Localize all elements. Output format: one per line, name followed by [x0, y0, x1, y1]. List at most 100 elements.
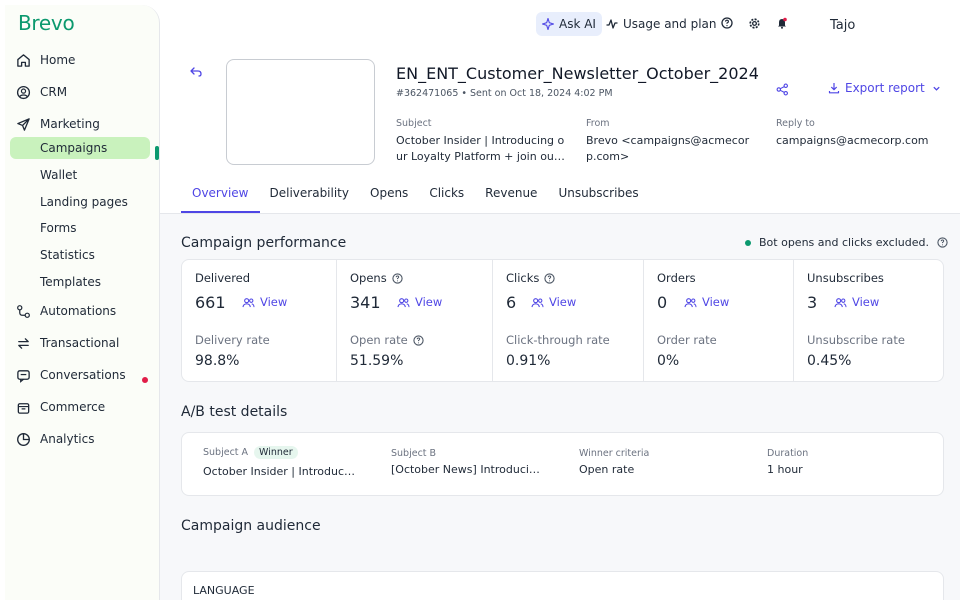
winner-badge: Winner — [254, 446, 298, 459]
sidebar-item-transactional[interactable]: Transactional — [15, 332, 119, 354]
metric-value: 3 — [807, 293, 818, 312]
rate-label: Open rate — [350, 333, 424, 347]
campaign-performance-title: Campaign performance — [181, 235, 347, 251]
home-icon — [15, 52, 31, 68]
sidebar-item-label: Analytics — [40, 432, 95, 446]
sidebar-item-conversations[interactable]: Conversations — [15, 364, 126, 386]
sidebar-item-label: CRM — [40, 85, 68, 99]
sidebar-subitem-statistics[interactable]: Statistics — [10, 244, 150, 266]
sidebar-item-automations[interactable]: Automations — [15, 300, 116, 322]
subject-a-label: Subject A Winner — [203, 446, 298, 459]
back-arrow-icon[interactable] — [189, 64, 205, 80]
subject-label: Subject — [396, 118, 432, 129]
subject-a-label-text: Subject A — [203, 447, 249, 458]
sidebar-subitem-forms[interactable]: Forms — [10, 217, 150, 239]
users-icon — [531, 297, 544, 308]
view-unsubscribes-button[interactable]: View — [834, 295, 879, 309]
sidebar-subitem-landing-pages[interactable]: Landing pages — [10, 191, 150, 213]
chat-icon — [15, 367, 31, 383]
view-label: View — [852, 295, 880, 309]
view-label: View — [260, 295, 288, 309]
metric-unsubscribes: Unsubscribes 3 View Unsubscribe rate 0.4… — [794, 260, 943, 381]
metric-label: Unsubscribes — [807, 271, 884, 285]
tab-deliverability[interactable]: Deliverability — [269, 186, 350, 200]
sparkle-icon — [542, 18, 554, 30]
metric-delivered: Delivered 661 View Delivery rate 98.8% — [182, 260, 337, 381]
metric-label: Orders — [657, 271, 696, 285]
tab-opens[interactable]: Opens — [370, 186, 409, 200]
sidebar-item-analytics[interactable]: Analytics — [15, 428, 95, 450]
metric-label-text: Opens — [350, 271, 387, 285]
metric-value: 6 — [506, 293, 517, 312]
help-icon[interactable] — [392, 272, 403, 284]
metric-opens: Opens 341 View Open rate 51.59% — [337, 260, 493, 381]
help-icon[interactable] — [937, 237, 948, 248]
gear-icon[interactable] — [747, 16, 761, 30]
view-label: View — [415, 295, 443, 309]
sidebar-subitem-label: Statistics — [40, 248, 95, 262]
subject-b-label: Subject B — [391, 448, 437, 459]
sidebar-item-label: Conversations — [40, 368, 126, 382]
users-icon — [684, 297, 697, 308]
send-icon — [15, 116, 31, 132]
duration-label: Duration — [767, 448, 809, 459]
usage-and-plan-button[interactable]: Usage and plan — [606, 12, 717, 36]
user-menu[interactable]: Tajo — [830, 18, 856, 33]
metric-label-text: Clicks — [506, 271, 540, 285]
sidebar-subitem-label: Wallet — [40, 168, 78, 182]
language-label: LANGUAGE — [193, 584, 255, 597]
metric-label: Clicks — [506, 271, 556, 285]
from-line-2: p.com> — [586, 150, 630, 163]
subject-value: October Insider | Introducing o ur Loyal… — [396, 133, 576, 165]
tab-bar: Overview Deliverability Opens Clicks Rev… — [181, 184, 660, 214]
metric-clicks: Clicks 6 View Click-through rate 0.91% — [493, 260, 644, 381]
sidebar-item-label: Automations — [40, 304, 117, 318]
help-icon[interactable] — [413, 334, 424, 346]
ask-ai-label: Ask AI — [559, 17, 596, 31]
chart-pie-icon — [15, 431, 31, 447]
export-report-button[interactable]: Export report — [828, 80, 941, 96]
rate-label: Unsubscribe rate — [807, 333, 905, 347]
help-icon[interactable] — [720, 16, 734, 30]
sidebar-item-crm[interactable]: CRM — [15, 81, 67, 103]
metric-value: 341 — [350, 293, 381, 312]
share-icon[interactable] — [776, 81, 790, 96]
brevo-logo[interactable]: Brevo — [18, 11, 75, 35]
ask-ai-button[interactable]: Ask AI — [536, 12, 602, 36]
sidebar-item-commerce[interactable]: Commerce — [15, 396, 105, 418]
users-icon — [834, 297, 847, 308]
bell-icon[interactable] — [775, 16, 789, 30]
bot-note-text: Bot opens and clicks excluded. — [759, 236, 929, 249]
sidebar-item-marketing[interactable]: Marketing — [15, 113, 100, 135]
tab-overview[interactable]: Overview — [181, 184, 260, 213]
view-clicks-button[interactable]: View — [531, 295, 576, 309]
sidebar-subitem-templates[interactable]: Templates — [10, 271, 150, 293]
ab-test-card: Subject A Winner October Insider | Intro… — [181, 432, 944, 496]
users-icon — [242, 297, 255, 308]
view-orders-button[interactable]: View — [684, 295, 729, 309]
from-value: Brevo <campaigns@acmecor p.com> — [586, 133, 761, 165]
bag-icon — [15, 399, 31, 415]
view-opens-button[interactable]: View — [397, 295, 442, 309]
status-dot — [745, 239, 751, 246]
rate-value: 0.91% — [506, 353, 551, 369]
email-preview-thumbnail[interactable] — [226, 59, 375, 165]
notification-dot — [142, 377, 148, 383]
sidebar-subitem-label: Campaigns — [40, 141, 108, 155]
winner-criteria-value: Open rate — [579, 463, 635, 476]
sidebar-subitem-wallet[interactable]: Wallet — [10, 164, 150, 186]
view-delivered-button[interactable]: View — [242, 295, 287, 309]
tab-revenue[interactable]: Revenue — [485, 186, 538, 200]
sidebar-item-home[interactable]: Home — [15, 49, 75, 71]
tab-unsubscribes[interactable]: Unsubscribes — [558, 186, 639, 200]
metric-label: Delivered — [195, 271, 251, 285]
sidebar-item-label: Commerce — [40, 400, 106, 414]
sidebar-item-label: Marketing — [40, 117, 100, 131]
winner-criteria-label: Winner criteria — [579, 448, 650, 459]
campaign-audience-title: Campaign audience — [181, 518, 321, 534]
sidebar-subitem-campaigns[interactable]: Campaigns — [10, 137, 150, 159]
tab-clicks[interactable]: Clicks — [429, 186, 465, 200]
help-icon[interactable] — [544, 272, 556, 284]
campaign-title: EN_ENT_Customer_Newsletter_October_2024 — [396, 64, 759, 83]
rate-value: 98.8% — [195, 353, 240, 369]
